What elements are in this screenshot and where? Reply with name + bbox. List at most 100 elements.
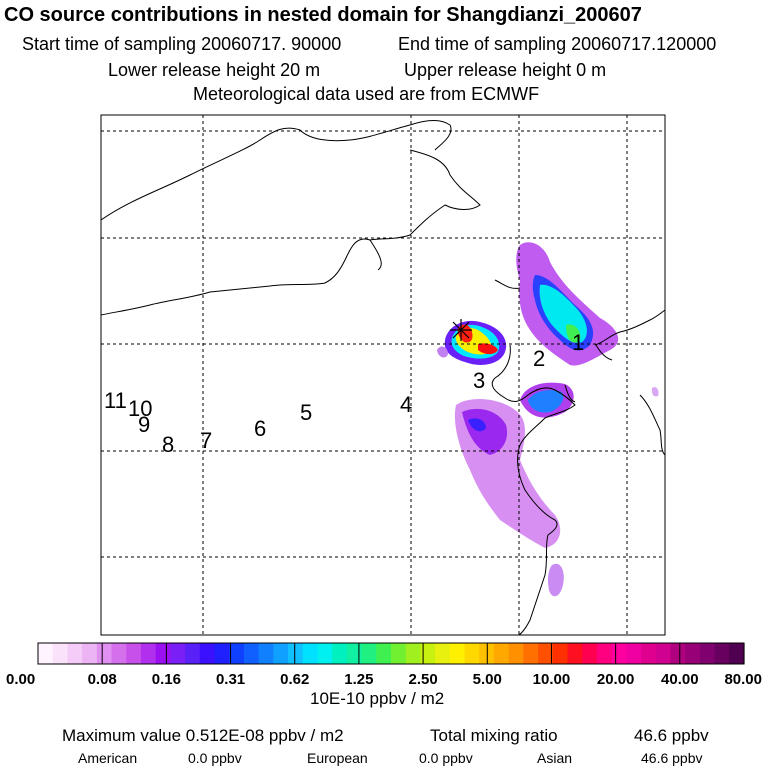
plot-frame	[100, 114, 666, 636]
trajectory-label-3: 3	[473, 368, 485, 393]
colorbar-tick-label: 0.00	[6, 671, 35, 688]
source-hotspot-west	[437, 346, 448, 358]
region-american-name: American	[78, 750, 138, 766]
colorbar-swatch	[391, 643, 407, 664]
colorbar-swatch	[302, 643, 319, 664]
colorbar-swatch	[332, 643, 348, 664]
colorbar-swatch	[185, 643, 201, 664]
colorbar-swatch	[214, 643, 230, 664]
region-asian-value: 46.6 ppbv	[641, 750, 703, 766]
colorbar-tick-label: 0.31	[216, 671, 245, 688]
receptor-marker	[450, 319, 472, 341]
maximum-value: Maximum value 0.512E-08 ppbv / m2	[62, 726, 344, 745]
colorbar-swatch	[729, 643, 745, 664]
colorbar-swatch	[273, 643, 289, 664]
end-time: End time of sampling 20060717.120000	[398, 34, 717, 54]
colorbar-swatch	[523, 643, 539, 664]
colorbar-swatch	[582, 643, 598, 664]
colorbar-swatch	[376, 643, 392, 664]
colorbar-tick-label: 40.00	[661, 671, 699, 688]
trajectory-label-8: 8	[162, 432, 174, 457]
colorbar-swatch	[111, 643, 127, 664]
colorbar-swatch	[67, 643, 83, 664]
colorbar-swatch	[155, 643, 171, 664]
total-mixing-ratio-value: 46.6 ppbv	[634, 726, 709, 745]
colorbar-unit: 10E-10 ppbv / m2	[310, 689, 445, 708]
upper-release-height: Upper release height 0 m	[404, 60, 607, 80]
colorbar-swatch	[170, 643, 186, 664]
colorbar-swatch	[641, 643, 657, 664]
colorbar-swatch	[464, 643, 480, 664]
met-data-note: Meteorological data used are from ECMWF	[193, 84, 540, 104]
trajectory-label-4: 4	[400, 392, 412, 417]
plume-north-core	[566, 324, 581, 343]
start-time: Start time of sampling 20060717. 90000	[22, 34, 342, 54]
trajectory-label-5: 5	[300, 400, 312, 425]
colorbar-swatch	[405, 643, 422, 664]
spot-east	[651, 387, 659, 397]
coastlines	[101, 120, 665, 635]
colorbar-swatch	[670, 643, 686, 664]
colorbar-swatch	[140, 643, 157, 664]
lower-release-height: Lower release height 20 m	[108, 60, 321, 80]
colorbar-swatch	[288, 643, 304, 664]
colorbar-swatch	[493, 643, 510, 664]
trajectory-label-1: 1	[572, 330, 584, 355]
chart-title: CO source contributions in nested domain…	[4, 4, 642, 26]
colorbar-swatch	[611, 643, 627, 664]
plume-tail	[548, 563, 564, 597]
colorbar-swatch	[567, 643, 583, 664]
colorbar-frame	[37, 642, 745, 665]
colorbar-tick-label: 5.00	[473, 671, 502, 688]
trajectory-label-9: 9	[138, 412, 150, 437]
region-european-name: European	[307, 750, 368, 766]
colorbar-swatch	[38, 643, 54, 664]
colorbar-swatch	[317, 643, 333, 664]
region-asian-name: Asian	[537, 750, 573, 766]
region-american-value: 0.0 ppbv	[188, 750, 242, 766]
colorbar-swatch	[126, 643, 142, 664]
plume-south-core	[468, 418, 486, 432]
colorbar-swatch	[508, 643, 524, 664]
colorbar-swatch	[685, 643, 701, 664]
trajectory-label-2: 2	[533, 346, 545, 371]
colorbar-swatch	[435, 643, 451, 664]
colorbar-swatch	[361, 643, 377, 664]
colorbar-swatch	[699, 643, 716, 664]
colorbar-swatch	[199, 643, 216, 664]
trajectory-label-11: 11	[104, 388, 127, 413]
colorbar-tick-label: 0.62	[280, 671, 309, 688]
total-mixing-ratio-label: Total mixing ratio	[430, 726, 558, 745]
colorbar-swatch	[655, 643, 672, 664]
colorbar-swatch	[52, 643, 69, 664]
trajectory-label-6: 6	[254, 416, 266, 441]
colorbar-tick-label: 80.00	[724, 671, 762, 688]
colorbar-tick-label: 0.08	[88, 671, 117, 688]
colorbar-swatch	[420, 643, 436, 664]
source-hotspot-red2	[478, 343, 498, 355]
gridlines	[101, 115, 665, 635]
trajectory-label-7: 7	[200, 428, 212, 453]
colorbar-swatch	[243, 643, 260, 664]
colorbar-tick-label: 10.00	[533, 671, 571, 688]
colorbar-tick-label: 2.50	[408, 671, 437, 688]
trajectory-label-10: 10	[128, 396, 152, 421]
colorbar-swatch	[82, 643, 98, 664]
colorbar-swatch	[714, 643, 730, 664]
concentration-field	[437, 242, 659, 597]
region-european-value: 0.0 ppbv	[419, 750, 473, 766]
colorbar-swatch	[96, 643, 113, 664]
colorbar-tick-label: 0.16	[152, 671, 181, 688]
colorbar-swatch	[596, 643, 613, 664]
colorbar-swatch	[538, 643, 554, 664]
colorbar-swatch	[449, 643, 466, 664]
colorbar-swatch	[258, 643, 274, 664]
colorbar-swatch	[346, 643, 363, 664]
colorbar-tick-label: 20.00	[597, 671, 635, 688]
colorbar-swatch	[552, 643, 569, 664]
plume-bay-core	[528, 390, 564, 413]
colorbar-tick-label: 1.25	[344, 671, 373, 688]
